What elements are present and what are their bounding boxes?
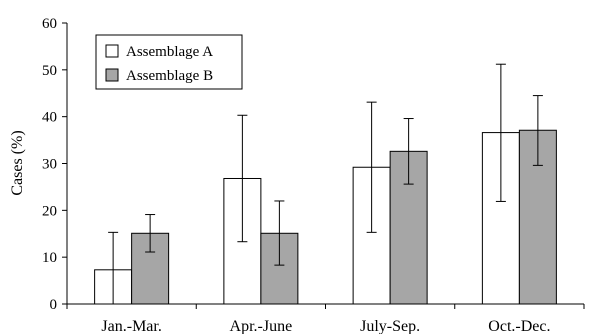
legend-label-assemblage-a: Assemblage A — [126, 44, 213, 60]
x-tick-label: Oct.-Dec. — [488, 318, 550, 334]
error-bar — [366, 101, 377, 233]
error-bar — [237, 114, 248, 243]
legend-label-assemblage-b: Assemblage B — [126, 68, 213, 84]
legend-swatch-assemblage-a — [105, 44, 119, 58]
y-tick-label: 50 — [42, 63, 57, 79]
x-tick-label: Apr.-June — [230, 318, 293, 334]
y-tick-label: 20 — [42, 203, 57, 219]
y-tick-label: 0 — [50, 297, 58, 313]
plot-area: 0 10 20 30 40 50 60 Jan.-Mar. Apr.-June July-Sep.… — [42, 16, 585, 334]
error-bar — [532, 95, 543, 166]
x-tick-label: July-Sep. — [360, 318, 420, 334]
legend: Assemblage A Assemblage B — [95, 34, 243, 90]
error-bar — [274, 200, 285, 266]
y-tick-label: 60 — [42, 16, 57, 32]
error-bar — [108, 231, 119, 305]
error-bar — [145, 214, 156, 253]
y-tick-label: 10 — [42, 250, 57, 266]
x-tick-label: Jan.-Mar. — [101, 318, 161, 334]
legend-box — [95, 34, 243, 90]
legend-swatch-assemblage-b — [105, 68, 119, 82]
error-bar — [403, 118, 414, 185]
error-bar — [495, 63, 506, 202]
y-tick-label: 30 — [42, 157, 57, 173]
y-axis-label: Cases (%) — [9, 130, 26, 195]
y-tick-label: 40 — [42, 110, 57, 126]
